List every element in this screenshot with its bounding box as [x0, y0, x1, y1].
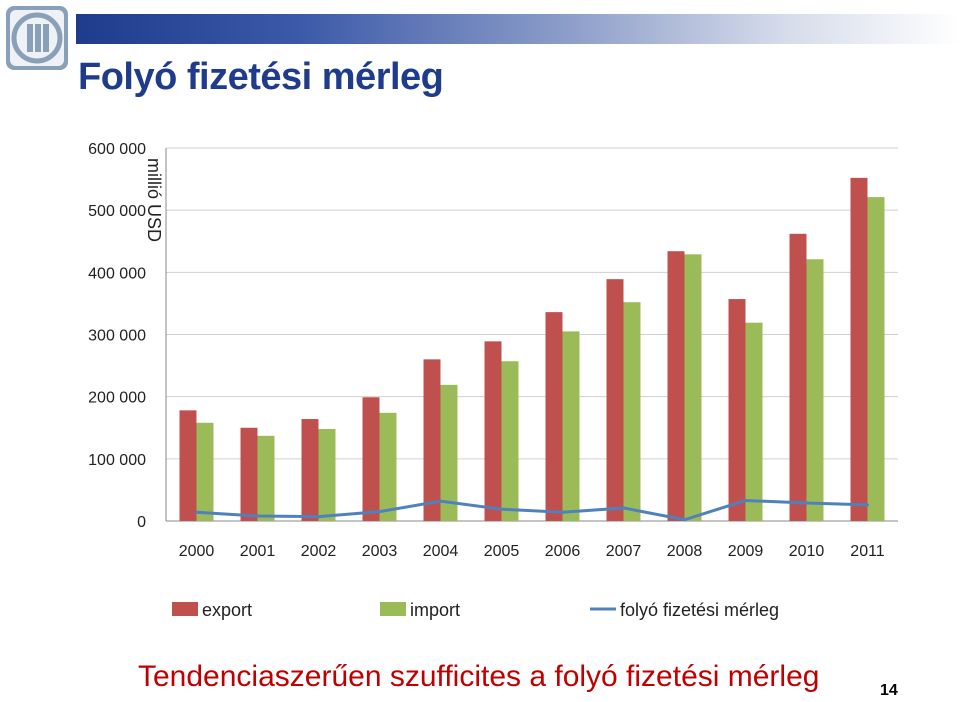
page-number: 14 — [880, 682, 898, 699]
legend-label: export — [202, 600, 252, 620]
x-tick-label: 2008 — [667, 543, 703, 560]
y-tick-label: 200 000 — [88, 390, 146, 407]
export-bar — [850, 177, 868, 521]
y-tick-label: 300 000 — [88, 328, 146, 345]
balance-line — [196, 498, 868, 522]
institution-logo-icon — [6, 6, 68, 70]
import-bar — [440, 384, 458, 521]
bar-line-chart: 0 100 000 200 000 300 000 400 000 500 000 600 … — [88, 141, 898, 620]
balance-point — [256, 514, 259, 518]
import-bar — [318, 428, 336, 521]
x-tick-label: 2003 — [362, 543, 398, 560]
conclusion-text: Tendenciaszerűen szufficites a folyó fiz… — [138, 660, 820, 693]
x-tick-label: 2007 — [606, 543, 642, 560]
export-bar — [362, 397, 380, 521]
export-bar — [423, 359, 441, 521]
balance-point — [500, 507, 503, 511]
y-tick-label: 0 — [137, 514, 146, 531]
export-bar — [240, 427, 258, 521]
import-bar — [379, 412, 397, 521]
y-tick-label: 400 000 — [88, 265, 146, 282]
import-bar — [257, 435, 275, 521]
x-tick-label: 2009 — [728, 543, 764, 560]
balance-point — [805, 501, 808, 505]
balance-point — [195, 510, 198, 514]
export-bar — [484, 341, 502, 521]
import-bar — [623, 302, 641, 521]
legend-swatch-import — [380, 602, 406, 616]
header-bar — [76, 14, 960, 44]
x-tick-label: 2010 — [789, 543, 825, 560]
balance-point — [683, 518, 686, 522]
balance-point — [317, 515, 320, 519]
y-axis-label: millió USD — [144, 158, 164, 242]
import-bar — [562, 331, 580, 521]
balance-point — [378, 510, 381, 514]
balance-point — [622, 506, 625, 510]
balance-point — [561, 510, 564, 514]
import-bar — [501, 361, 519, 521]
legend-label: folyó fizetési mérleg — [620, 600, 779, 620]
legend-swatch-export — [172, 602, 198, 616]
export-bar — [545, 312, 563, 521]
balance-point — [439, 499, 442, 503]
x-tick-label: 2000 — [179, 543, 215, 560]
export-bar — [301, 419, 319, 521]
export-bar — [179, 410, 197, 521]
x-tick-label: 2011 — [850, 543, 885, 560]
y-tick-label: 500 000 — [88, 203, 146, 220]
export-bar — [667, 251, 685, 522]
x-tick-label: 2006 — [545, 543, 581, 560]
import-bar — [684, 254, 702, 521]
balance-point — [866, 503, 869, 507]
import-bar — [745, 322, 763, 521]
x-tick-label: 2001 — [240, 543, 276, 560]
import-bar — [196, 422, 214, 521]
y-tick-label: 600 000 — [88, 141, 146, 158]
legend-label: import — [410, 600, 460, 620]
x-tick-label: 2002 — [301, 543, 337, 560]
export-bar — [728, 299, 746, 521]
balance-point — [744, 498, 747, 502]
x-tick-label: 2004 — [423, 543, 459, 560]
import-bar — [806, 259, 824, 521]
y-tick-label: 100 000 — [88, 452, 146, 469]
import-bar — [867, 197, 885, 521]
x-tick-label: 2005 — [484, 543, 520, 560]
export-bar — [789, 233, 807, 522]
export-bar — [606, 279, 624, 521]
slide-title: Folyó fizetési mérleg — [78, 56, 444, 98]
